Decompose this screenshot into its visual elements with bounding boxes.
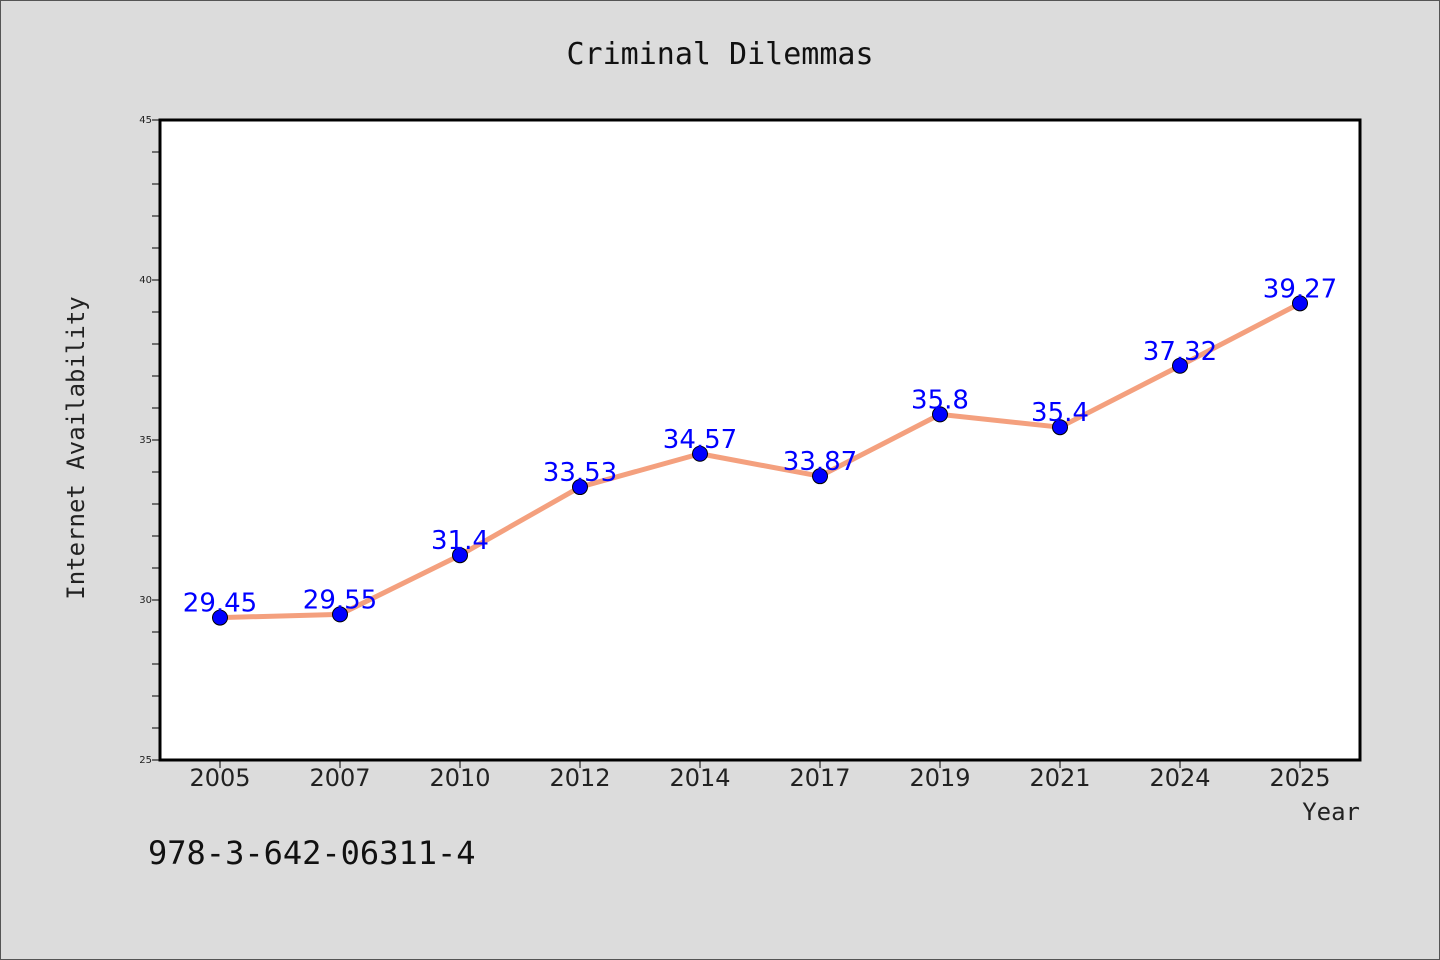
data-label: 29.55 bbox=[303, 585, 377, 615]
y-axis-label: Internet Availability bbox=[62, 296, 90, 599]
x-tick-label: 2017 bbox=[789, 764, 850, 792]
x-tick-label: 2014 bbox=[669, 764, 730, 792]
isbn-text: 978-3-642-06311-4 bbox=[148, 834, 476, 872]
data-label: 34.57 bbox=[663, 425, 737, 455]
series-layer: 29.45 29.55 31.4 33.53 34.57 33.87 35.8 35.4 37.… bbox=[183, 274, 1337, 626]
x-tick-label: 2005 bbox=[189, 764, 250, 792]
x-tick-label: 2021 bbox=[1029, 764, 1090, 792]
y-axis: 25 30 35 40 45 bbox=[139, 115, 160, 766]
y-tick-label: 25 bbox=[139, 755, 152, 766]
data-point bbox=[332, 606, 348, 623]
data-label: 33.87 bbox=[783, 447, 857, 477]
y-tick-label: 35 bbox=[139, 435, 152, 446]
series-line bbox=[219, 301, 1302, 621]
x-tick-label: 2012 bbox=[549, 764, 610, 792]
x-axis-label: Year bbox=[1302, 798, 1360, 826]
x-tick-label: 2007 bbox=[309, 764, 370, 792]
data-point bbox=[572, 479, 588, 496]
data-label: 29.45 bbox=[183, 589, 257, 619]
y-tick-label: 30 bbox=[139, 595, 152, 606]
data-label: 35.4 bbox=[1031, 398, 1089, 428]
data-point bbox=[1052, 419, 1068, 436]
data-point bbox=[692, 445, 708, 462]
chart-title: Criminal Dilemmas bbox=[566, 37, 873, 72]
data-label: 33.53 bbox=[543, 458, 617, 488]
y-tick-label: 45 bbox=[139, 115, 152, 126]
data-label: 39.27 bbox=[1263, 274, 1337, 304]
x-tick-label: 2025 bbox=[1269, 764, 1330, 792]
data-label: 37.32 bbox=[1143, 337, 1217, 367]
y-tick-label: 40 bbox=[139, 275, 152, 286]
data-label: 35.8 bbox=[911, 385, 969, 415]
data-point bbox=[452, 547, 468, 564]
plot-area bbox=[158, 118, 1362, 762]
x-tick-label: 2019 bbox=[909, 764, 970, 792]
data-point bbox=[1172, 357, 1188, 374]
data-label: 31.4 bbox=[431, 526, 489, 556]
data-point bbox=[1292, 295, 1308, 312]
data-point bbox=[932, 406, 948, 423]
x-tick-label: 2010 bbox=[429, 764, 490, 792]
x-axis: 2005 2007 2010 2012 2014 2017 2019 2021 2024 2025 bbox=[189, 760, 1331, 792]
data-point bbox=[212, 609, 228, 626]
x-tick-label: 2024 bbox=[1149, 764, 1210, 792]
data-point bbox=[812, 468, 828, 485]
